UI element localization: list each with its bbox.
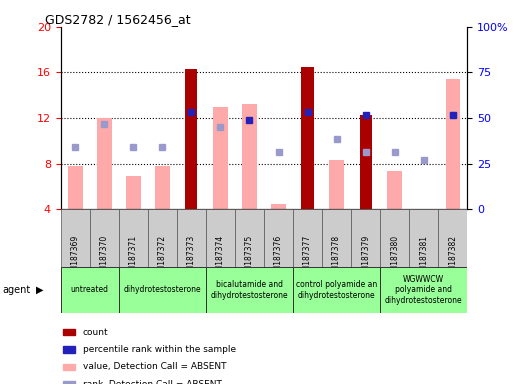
Text: GSM187377: GSM187377 [303, 235, 312, 281]
Bar [322, 209, 351, 267]
Text: GSM187372: GSM187372 [158, 235, 167, 281]
Text: GDS2782 / 1562456_at: GDS2782 / 1562456_at [45, 13, 191, 26]
Bar [97, 118, 111, 209]
Bar [119, 209, 148, 267]
Text: GSM187369: GSM187369 [71, 235, 80, 281]
Bar [293, 209, 322, 267]
Bar [264, 209, 293, 267]
Text: GSM187371: GSM187371 [129, 235, 138, 281]
Text: GSM187375: GSM187375 [245, 235, 254, 281]
Text: GSM187381: GSM187381 [419, 235, 428, 281]
Bar [329, 160, 344, 209]
Text: agent: agent [3, 285, 31, 295]
Bar [438, 209, 467, 267]
Bar [61, 209, 90, 267]
Bar [90, 209, 119, 267]
Text: GSM187374: GSM187374 [216, 235, 225, 281]
Text: GSM187370: GSM187370 [100, 235, 109, 281]
Bar [148, 209, 177, 267]
Text: percentile rank within the sample: percentile rank within the sample [83, 345, 236, 354]
Bar [380, 267, 467, 313]
Bar [293, 267, 380, 313]
Text: bicalutamide and
dihydrotestosterone: bicalutamide and dihydrotestosterone [211, 280, 288, 300]
Text: GSM187379: GSM187379 [361, 235, 370, 281]
Bar [242, 104, 257, 209]
Text: count: count [83, 328, 109, 337]
Bar [61, 267, 119, 313]
Bar [155, 166, 169, 209]
Bar [409, 209, 438, 267]
Bar [126, 176, 140, 209]
Bar [380, 209, 409, 267]
Bar [271, 204, 286, 209]
Bar [213, 107, 228, 209]
Text: GSM187376: GSM187376 [274, 235, 283, 281]
Text: value, Detection Call = ABSENT: value, Detection Call = ABSENT [83, 362, 227, 371]
Bar [351, 209, 380, 267]
Bar [119, 267, 206, 313]
Text: dihydrotestosterone: dihydrotestosterone [124, 285, 201, 295]
Bar [388, 170, 402, 209]
Text: WGWWCW
polyamide and
dihydrotestosterone: WGWWCW polyamide and dihydrotestosterone [385, 275, 463, 305]
Bar [235, 209, 264, 267]
Text: GSM187373: GSM187373 [187, 235, 196, 281]
Bar [185, 69, 197, 209]
Text: rank, Detection Call = ABSENT: rank, Detection Call = ABSENT [83, 379, 222, 384]
Bar [206, 267, 293, 313]
Bar [301, 67, 314, 209]
Text: control polyamide an
dihydrotestosterone: control polyamide an dihydrotestosterone [296, 280, 377, 300]
Text: GSM187378: GSM187378 [332, 235, 341, 281]
Bar [446, 79, 460, 209]
Text: ▶: ▶ [36, 285, 43, 295]
Text: untreated: untreated [71, 285, 109, 295]
Bar [68, 166, 82, 209]
Bar [177, 209, 206, 267]
Text: GSM187382: GSM187382 [448, 235, 457, 281]
Bar [360, 115, 372, 209]
Text: GSM187380: GSM187380 [390, 235, 399, 281]
Bar [206, 209, 235, 267]
